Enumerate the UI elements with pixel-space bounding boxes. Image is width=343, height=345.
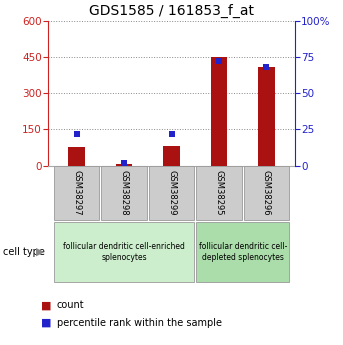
Text: ■: ■ [41, 318, 52, 327]
FancyBboxPatch shape [244, 166, 289, 220]
Text: ■: ■ [41, 300, 52, 310]
Text: cell type: cell type [3, 247, 45, 257]
Text: GSM38297: GSM38297 [72, 170, 81, 216]
Text: follicular dendritic cell-
depleted splenocytes: follicular dendritic cell- depleted sple… [199, 242, 287, 262]
Point [264, 64, 269, 70]
Bar [68, 148, 85, 166]
Text: GSM38299: GSM38299 [167, 170, 176, 216]
Text: count: count [57, 300, 84, 310]
FancyBboxPatch shape [196, 166, 242, 220]
Text: follicular dendritic cell-enriched
splenocytes: follicular dendritic cell-enriched splen… [63, 242, 185, 262]
Bar [258, 67, 275, 166]
Bar [211, 57, 227, 166]
FancyBboxPatch shape [149, 166, 194, 220]
FancyBboxPatch shape [196, 222, 289, 282]
Bar [116, 164, 132, 166]
FancyBboxPatch shape [101, 166, 147, 220]
Text: ▶: ▶ [36, 247, 45, 257]
Point [216, 59, 222, 64]
Point [74, 131, 79, 137]
Text: GSM38298: GSM38298 [119, 170, 129, 216]
Text: GSM38295: GSM38295 [214, 170, 224, 216]
FancyBboxPatch shape [54, 222, 194, 282]
Point [121, 160, 127, 166]
Title: GDS1585 / 161853_f_at: GDS1585 / 161853_f_at [89, 4, 254, 18]
Bar [163, 146, 180, 166]
Point [169, 131, 174, 137]
Text: GSM38296: GSM38296 [262, 170, 271, 216]
Text: percentile rank within the sample: percentile rank within the sample [57, 318, 222, 327]
FancyBboxPatch shape [54, 166, 99, 220]
